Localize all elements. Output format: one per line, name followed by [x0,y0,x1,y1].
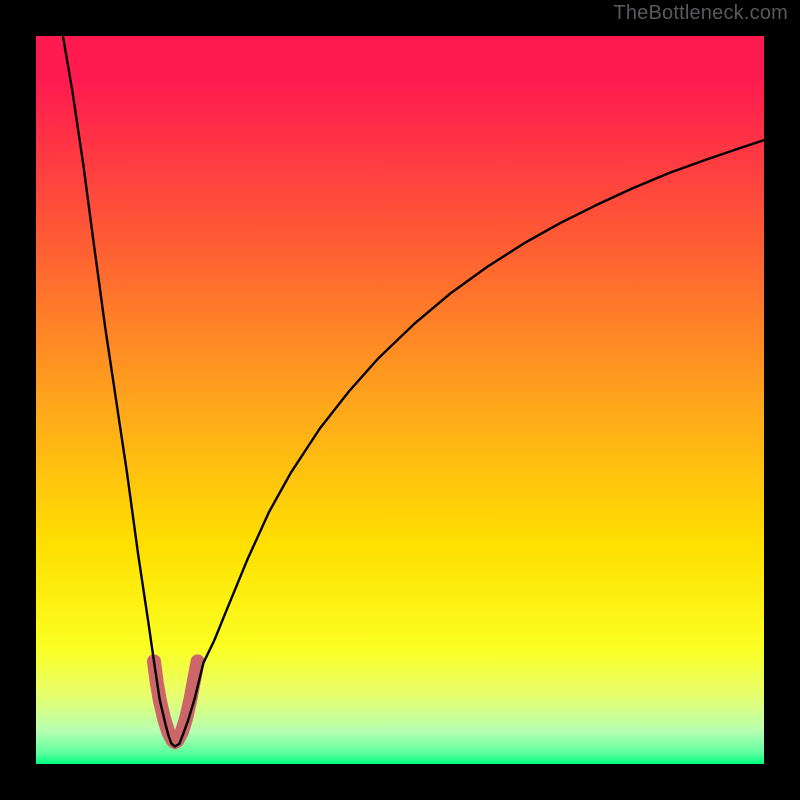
curve-layer [36,36,764,764]
bottleneck-curve [63,36,764,747]
plot-area [36,36,764,764]
watermark-label: TheBottleneck.com [613,2,788,25]
chart-container: TheBottleneck.com [0,0,800,800]
